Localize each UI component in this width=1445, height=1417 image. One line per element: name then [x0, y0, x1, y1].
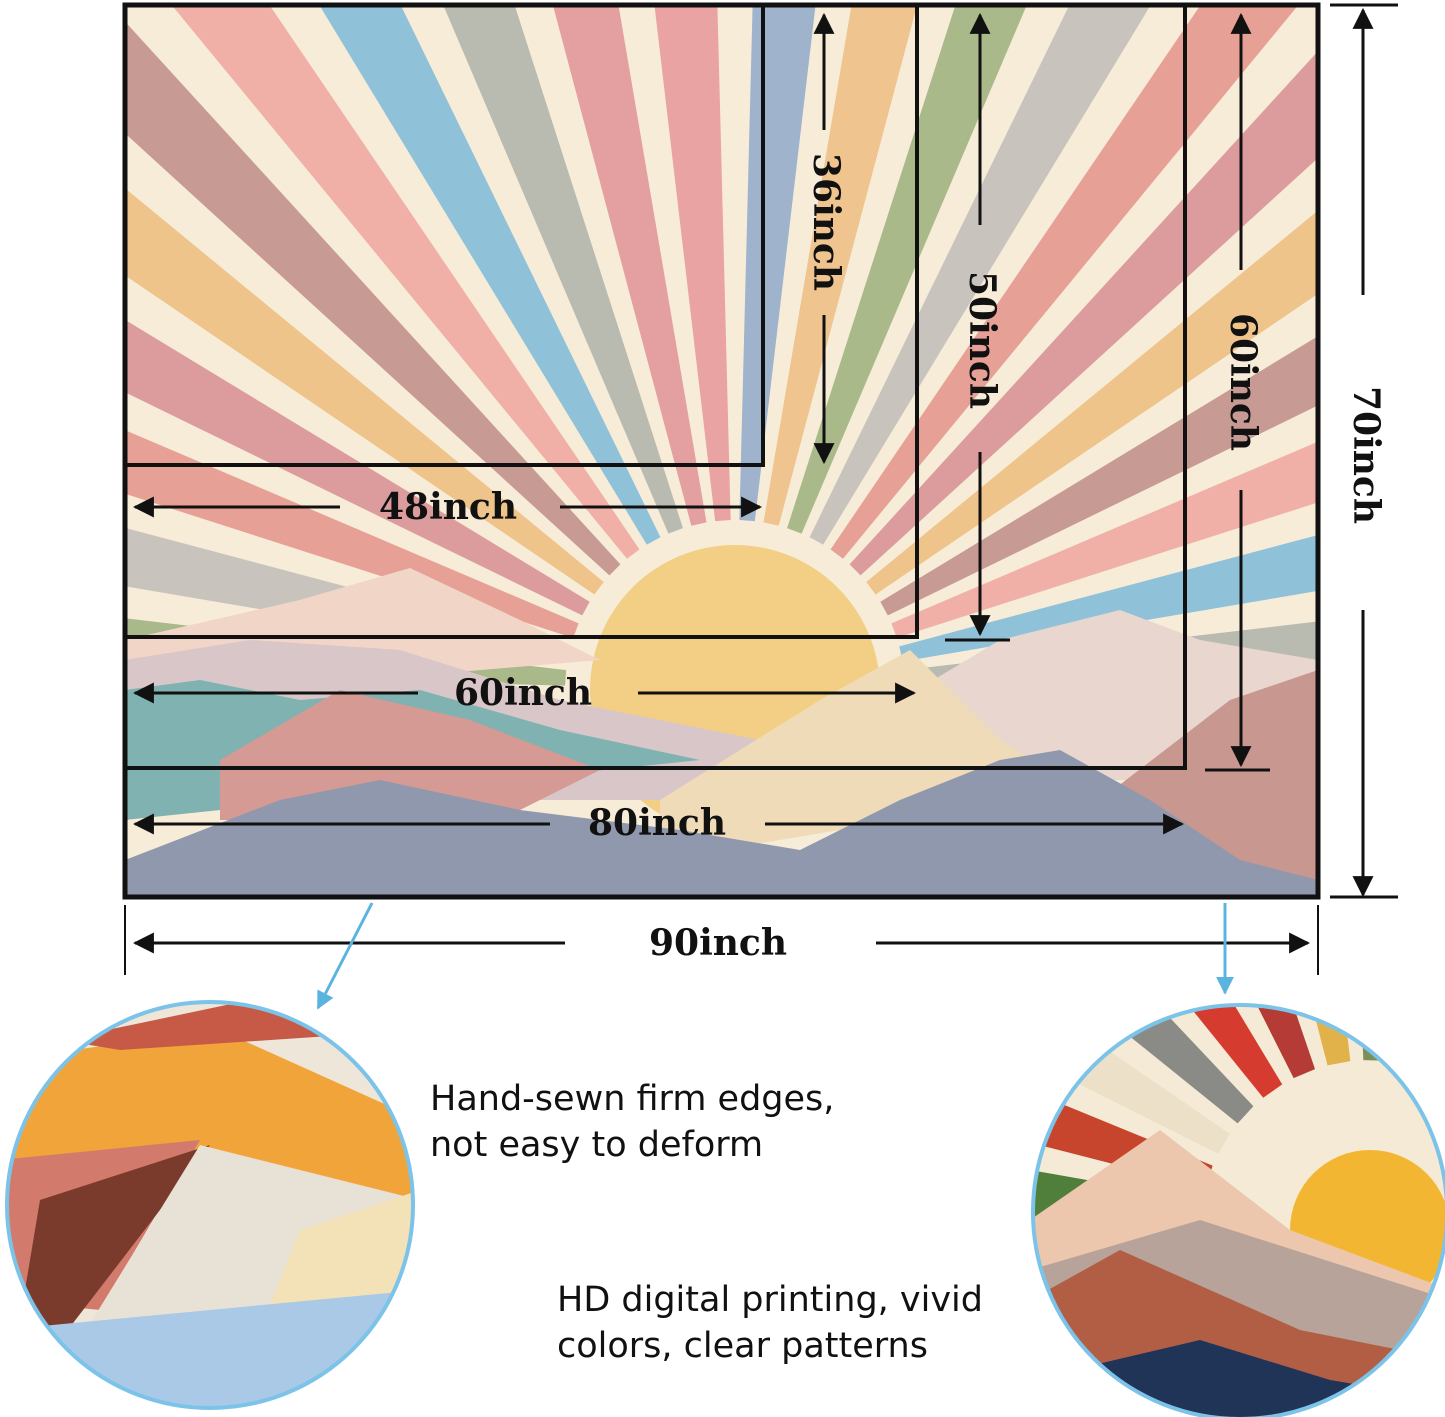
- sun-ray: [880, 336, 1318, 616]
- print-line-1: HD digital printing, vivid: [557, 1280, 983, 1320]
- print-feature-text: HD digital printing, vivid colors, clear…: [557, 1277, 983, 1369]
- sun-ray: [171, 5, 640, 559]
- sun-ray: [891, 441, 1318, 638]
- width-60-label: 60inch: [453, 672, 593, 714]
- sun-ray: [443, 5, 683, 534]
- sun-ray: [830, 5, 1299, 559]
- width-90-label: 90inch: [648, 922, 788, 964]
- edges-line-1: Hand-sewn firm edges,: [430, 1079, 835, 1119]
- hemmed-edge-closeup: [7, 1002, 413, 1408]
- sun-ray: [787, 5, 1027, 534]
- edges-feature-text: Hand-sewn firm edges, not easy to deform: [430, 1076, 834, 1168]
- sun-ray: [319, 5, 661, 545]
- width-48-label: 48inch: [378, 486, 518, 528]
- sun-ray: [552, 5, 707, 526]
- sun-ray: [125, 21, 621, 576]
- sun-ray: [125, 319, 590, 616]
- print-line-2: colors, clear patterns: [557, 1326, 928, 1366]
- width-80-label: 80inch: [587, 802, 727, 844]
- sun-ray: [1033, 1005, 1213, 1188]
- print-detail-closeup: [1033, 1005, 1445, 1417]
- sun-ray: [125, 188, 604, 595]
- size-80x60-frame: [123, 3, 1187, 770]
- sun-ray: [763, 5, 918, 526]
- sun-ray: [739, 5, 816, 522]
- height-60-label: 60inch: [1222, 312, 1264, 452]
- height-50-label: 50inch: [961, 270, 1003, 410]
- sun-ray: [809, 5, 1151, 545]
- edges-line-2: not easy to deform: [430, 1125, 764, 1165]
- height-70-label: 70inch: [1345, 385, 1387, 525]
- sun-ray: [899, 534, 1318, 662]
- sun-ray: [125, 430, 579, 638]
- sun-ray: [1033, 1005, 1254, 1124]
- mountain: [125, 750, 1318, 897]
- callout-lines: [316, 902, 1234, 1010]
- sun-ray: [1399, 1005, 1445, 1069]
- sun-ray: [1346, 1005, 1429, 1061]
- sun-ray: [654, 5, 731, 522]
- sun-ray: [1033, 1005, 1230, 1154]
- height-36-label: 36inch: [805, 152, 847, 292]
- sun-ray: [849, 51, 1318, 576]
- mountain: [220, 690, 600, 820]
